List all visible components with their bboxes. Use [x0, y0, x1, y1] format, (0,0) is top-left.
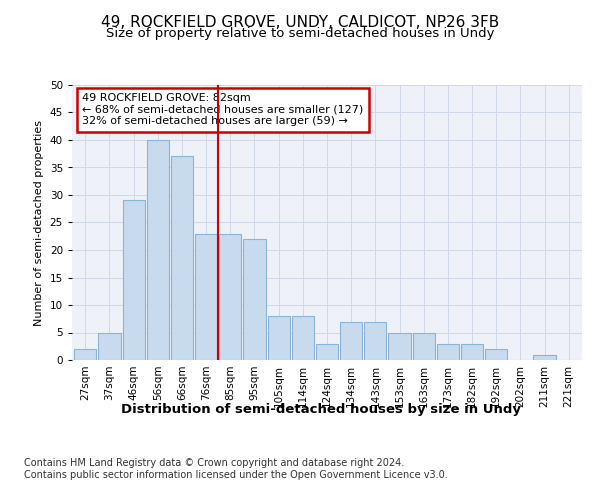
Bar [413, 332, 435, 360]
Bar [437, 344, 459, 360]
Bar [244, 239, 266, 360]
Bar [364, 322, 386, 360]
Text: 49 ROCKFIELD GROVE: 82sqm
← 68% of semi-detached houses are smaller (127)
32% of: 49 ROCKFIELD GROVE: 82sqm ← 68% of semi-… [82, 93, 364, 126]
Bar [74, 349, 97, 360]
Text: 49, ROCKFIELD GROVE, UNDY, CALDICOT, NP26 3FB: 49, ROCKFIELD GROVE, UNDY, CALDICOT, NP2… [101, 15, 499, 30]
Bar [219, 234, 241, 360]
Bar [122, 200, 145, 360]
Text: Contains public sector information licensed under the Open Government Licence v3: Contains public sector information licen… [24, 470, 448, 480]
Bar [98, 332, 121, 360]
Bar [316, 344, 338, 360]
Bar [146, 140, 169, 360]
Text: Distribution of semi-detached houses by size in Undy: Distribution of semi-detached houses by … [121, 402, 521, 415]
Text: Size of property relative to semi-detached houses in Undy: Size of property relative to semi-detach… [106, 28, 494, 40]
Bar [171, 156, 193, 360]
Y-axis label: Number of semi-detached properties: Number of semi-detached properties [34, 120, 44, 326]
Bar [461, 344, 483, 360]
Text: Contains HM Land Registry data © Crown copyright and database right 2024.: Contains HM Land Registry data © Crown c… [24, 458, 404, 468]
Bar [388, 332, 410, 360]
Bar [533, 354, 556, 360]
Bar [292, 316, 314, 360]
Bar [485, 349, 508, 360]
Bar [268, 316, 290, 360]
Bar [195, 234, 217, 360]
Bar [340, 322, 362, 360]
